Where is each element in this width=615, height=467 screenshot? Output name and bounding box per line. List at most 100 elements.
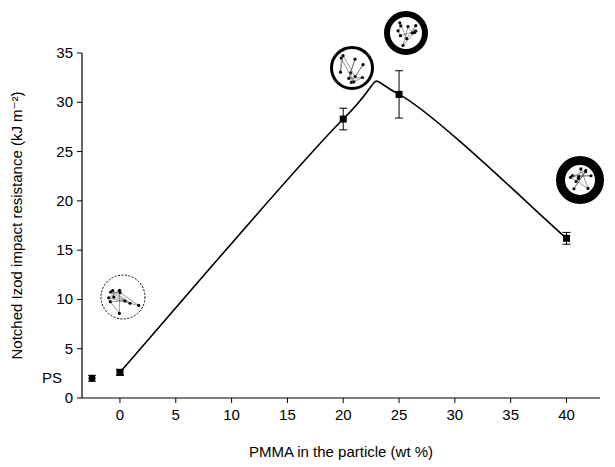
y-tick [77,299,82,300]
particle-shell [332,48,373,89]
y-tick-label: 10 [56,290,73,307]
particle-chain [573,175,592,176]
particle-chain [400,31,415,36]
data-point [340,116,347,123]
error-bar [339,108,347,130]
particle-dot [572,187,575,190]
error-bar [563,232,571,244]
particle-dot [569,176,572,179]
particle-dot [579,167,582,170]
x-tick [119,398,120,403]
particle-chain [574,171,586,189]
particle-outline [556,156,604,204]
x-tick [399,398,400,403]
particle-dot [414,24,417,27]
x-tick-label: 0 [116,406,124,423]
data-point [563,235,570,242]
chart-root: 051015202530350510152025303540PMMA in th… [0,0,615,467]
particle-dot [586,187,589,190]
particle-dot [353,58,356,61]
particle-icon [101,275,145,319]
particle-chain [574,172,586,189]
x-tick-label: 35 [502,406,519,423]
particle-outline [384,11,428,55]
error-bar [395,71,403,118]
y-tick-label: 25 [56,143,73,160]
data-point [89,375,96,382]
particle-dot [118,289,121,292]
error-bar [88,375,96,381]
x-tick-label: 40 [558,406,575,423]
particle-chain [110,300,125,302]
particle-dot [399,24,402,27]
particle-icon [556,156,604,204]
particle-chain [111,292,130,303]
y-tick [77,200,82,201]
x-tick [175,398,176,403]
particle-dot [137,304,140,307]
data-point [396,91,403,98]
y-tick [77,348,82,349]
particle-chain [114,297,125,301]
particle-dot [347,77,350,80]
x-axis [82,397,600,398]
particle-chain [109,298,139,306]
particle-icon [330,46,374,90]
y-tick-label: 35 [56,44,73,61]
data-point [116,369,123,376]
particle-chain [110,302,119,314]
series-label: PS [42,369,62,386]
x-tick-label: 30 [447,406,464,423]
plot-area [88,71,570,382]
x-tick [510,398,511,403]
y-tick [77,398,82,399]
particle-dot [574,180,577,183]
x-tick-label: 20 [335,406,352,423]
particle-dot [589,174,592,177]
particle-dot [584,169,587,172]
particle-chain [349,59,355,78]
x-tick [231,398,232,403]
particle-dot [361,76,364,79]
x-tick-label: 10 [223,406,240,423]
y-tick-label: 0 [65,389,73,406]
y-axis [81,53,82,398]
x-tick [343,398,344,403]
x-tick [287,398,288,403]
x-tick-label: 5 [172,406,180,423]
y-tick-label: 15 [56,241,73,258]
particle-icon [384,11,428,55]
y-tick-label: 30 [56,93,73,110]
y-tick [77,102,82,103]
error-bar [116,369,124,375]
particle-chain [341,56,344,72]
y-axis-title: Notched Izod impact resistance (kJ m⁻²) [8,91,25,359]
particle-dot [399,34,402,37]
chart: 051015202530350510152025303540PMMA in th… [0,0,615,467]
particle-dot [411,31,414,34]
particle-outline [101,275,145,319]
particle-shell [387,14,425,52]
particle-chain [343,56,355,77]
particle-dot [118,312,121,315]
particle-dot [109,290,112,293]
y-tick-label: 20 [56,192,73,209]
y-tick [77,151,82,152]
particle-dot [350,81,353,84]
particle-dot [577,175,580,178]
x-tick-label: 15 [279,406,296,423]
x-tick [454,398,455,403]
particle-chain [571,177,589,188]
y-tick [77,250,82,251]
particle-dot [123,299,126,302]
x-tick-label: 25 [391,406,408,423]
particle-shell [561,161,600,200]
particle-dot [112,295,115,298]
particle-dot [361,63,364,66]
particle-chain [581,169,588,188]
particle-chain [407,26,416,39]
particle-dot [396,29,399,32]
x-axis-title: PMMA in the particle (wt %) [249,443,433,460]
particle-chain [351,65,363,83]
particle-dot [401,44,404,47]
